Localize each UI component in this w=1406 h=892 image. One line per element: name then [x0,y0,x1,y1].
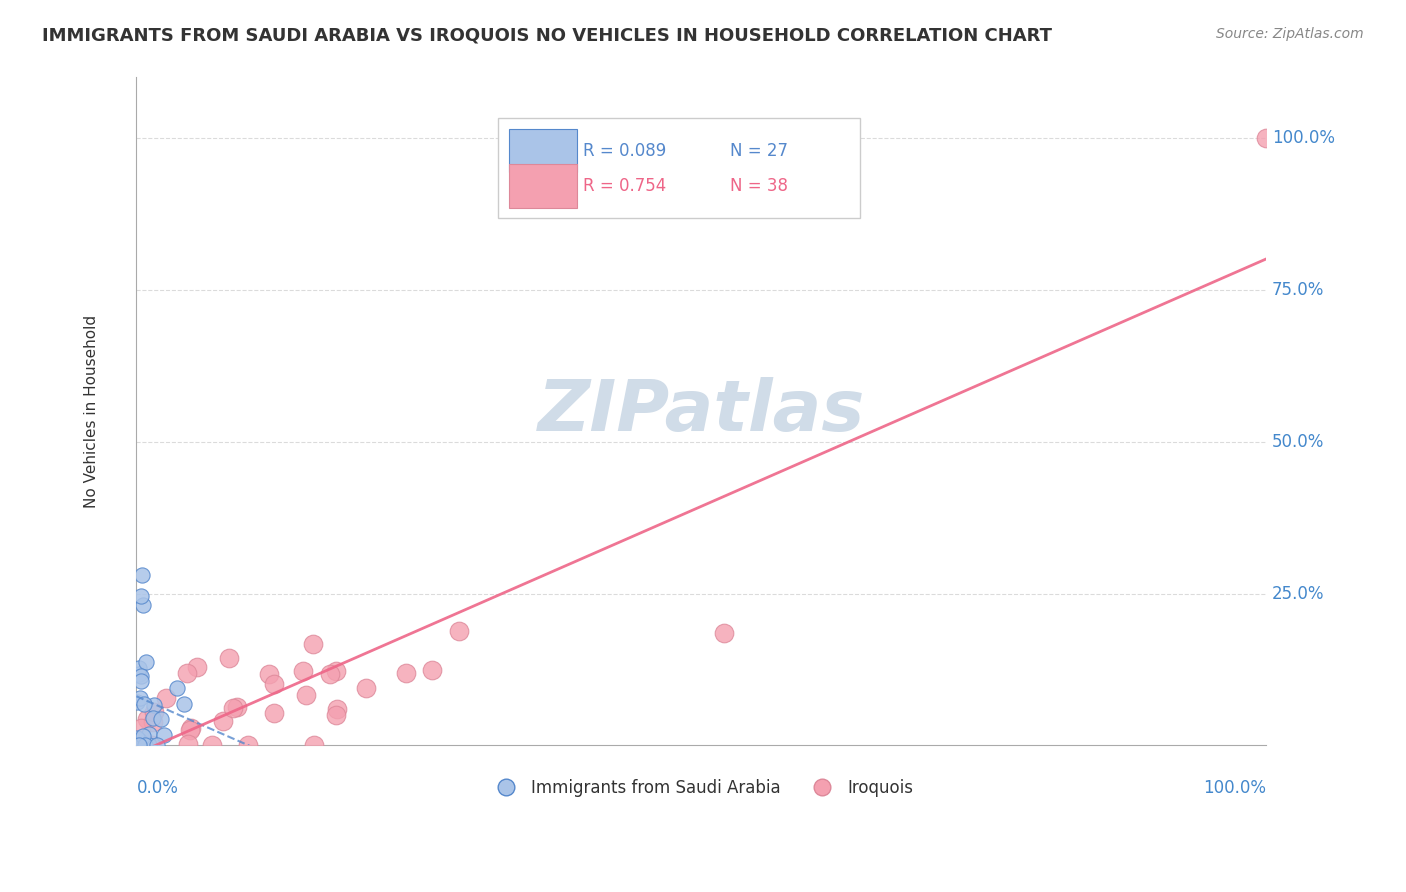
Point [302,637,325,651]
Text: 25.0%: 25.0% [1272,584,1324,602]
Point [135,739,157,753]
FancyBboxPatch shape [509,128,576,172]
Point [143,698,166,713]
Point [149,712,172,726]
Text: No Vehicles in Household: No Vehicles in Household [84,315,98,508]
Point [176,737,198,751]
Point [128,739,150,753]
Point [1256,131,1278,145]
Point [294,688,316,702]
Text: 50.0%: 50.0% [1272,433,1324,450]
Point [135,655,157,669]
Point [225,700,247,714]
Point [131,589,153,603]
FancyBboxPatch shape [509,164,576,208]
Point [128,732,150,747]
Point [222,700,245,714]
Point [186,660,208,674]
Text: N = 27: N = 27 [730,142,787,160]
Point [302,739,325,753]
Text: IMMIGRANTS FROM SAUDI ARABIA VS IROQUOIS NO VEHICLES IN HOUSEHOLD CORRELATION CH: IMMIGRANTS FROM SAUDI ARABIA VS IROQUOIS… [42,27,1052,45]
Point [127,695,149,709]
Text: Source: ZipAtlas.com: Source: ZipAtlas.com [1216,27,1364,41]
Point [129,721,152,735]
Point [142,711,165,725]
Point [125,731,148,745]
Point [142,705,165,719]
Point [152,728,174,742]
Point [176,666,198,681]
Point [263,706,285,720]
Text: 75.0%: 75.0% [1272,281,1324,299]
Point [325,707,347,722]
Point [420,663,443,677]
Point [128,739,150,753]
Point [135,712,157,726]
Text: 100.0%: 100.0% [1204,779,1267,797]
Point [201,739,224,753]
Point [180,721,202,735]
Point [395,666,418,681]
Text: R = 0.089: R = 0.089 [582,142,666,160]
Text: 100.0%: 100.0% [1272,129,1334,147]
Point [128,690,150,705]
Point [319,667,342,681]
Point [141,739,163,753]
Point [236,739,259,753]
Point [291,664,314,678]
Point [128,661,150,675]
Point [134,739,156,753]
Point [129,669,152,683]
Point [354,681,377,696]
FancyBboxPatch shape [498,118,859,218]
Text: R = 0.754: R = 0.754 [582,178,666,195]
Text: 0.0%: 0.0% [136,779,179,797]
Point [449,624,471,638]
Point [138,727,160,741]
Point [713,625,735,640]
Point [142,715,165,730]
Point [127,739,149,753]
Text: ZIPatlas: ZIPatlas [537,376,865,446]
Point [257,666,280,681]
Point [132,598,155,612]
Point [166,681,188,696]
Point [263,677,285,691]
Point [128,667,150,681]
Point [128,739,150,753]
Point [173,697,195,711]
Point [134,737,156,751]
Point [326,702,349,716]
Point [132,697,155,711]
Point [155,691,177,706]
Point [127,733,149,747]
Text: N = 38: N = 38 [730,178,787,195]
Point [131,568,153,582]
Point [179,723,201,737]
Legend: Immigrants from Saudi Arabia, Iroquois: Immigrants from Saudi Arabia, Iroquois [482,772,920,804]
Point [129,673,152,688]
Point [131,729,153,743]
Point [212,714,235,728]
Point [146,739,169,753]
Point [218,650,240,665]
Point [325,664,347,678]
Point [138,739,160,753]
